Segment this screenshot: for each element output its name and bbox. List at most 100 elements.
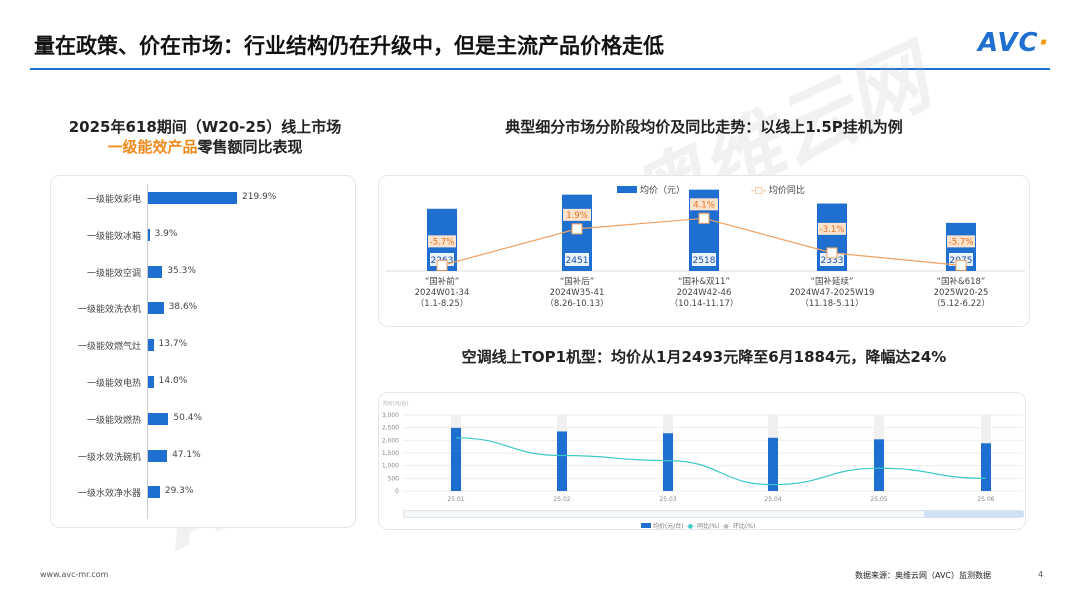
scrollbar-handle[interactable] xyxy=(924,511,1024,517)
yoy-label-bg xyxy=(947,235,975,248)
yoy-marker xyxy=(571,223,583,235)
price-label-bg xyxy=(820,253,844,266)
bar xyxy=(148,192,238,204)
bar-value-label: 29.3% xyxy=(164,486,194,497)
left-chart-title-line1: 2025年618期间（W20-25）线上市场 xyxy=(68,118,342,136)
page-title: 量在政策、价在市场：行业结构仍在升级中，但是主流产品价格走低 xyxy=(34,34,664,58)
category-label: （5.12-6.22） xyxy=(932,298,990,309)
y-tick-label: 1,000 xyxy=(382,463,399,470)
category-label: “国补前” xyxy=(425,276,459,287)
bar xyxy=(148,486,160,499)
price-bar xyxy=(981,443,991,491)
x-tick-label: 25.02 xyxy=(553,496,570,503)
price-bar xyxy=(451,427,461,491)
bar-category-label: 一级能效洗衣机 xyxy=(77,305,141,316)
x-tick-label: 25.06 xyxy=(977,496,994,503)
bar-category-label: 一级能效空调 xyxy=(86,268,141,279)
mid-chart-svg: 2263“国补前”2024W01-34（1.1-8.25）2451“国补后”20… xyxy=(385,189,1025,309)
category-label: “国补&双11” xyxy=(678,276,730,287)
yoy-marker xyxy=(436,259,448,271)
bar xyxy=(148,376,154,388)
yoy-label: -5.7% xyxy=(430,237,455,247)
title-rest: 零售额同比表现 xyxy=(197,138,303,156)
bar-value-label: 3.9% xyxy=(154,228,178,239)
y-tick-label: 500 xyxy=(388,475,400,482)
yoy-label: -3.1% xyxy=(820,225,845,235)
bar-category-label: 一级水效洗碗机 xyxy=(77,452,141,463)
price-label-bg xyxy=(692,253,716,266)
category-label: “国补&618” xyxy=(937,276,986,287)
yoy-label: 1.9% xyxy=(566,211,588,221)
price-label: 2333 xyxy=(821,256,844,266)
yoy-marker xyxy=(955,259,967,271)
price-label-bg xyxy=(430,253,454,266)
y-tick-label: 3,000 xyxy=(382,412,399,419)
price-bar xyxy=(874,439,884,491)
mid-chart-panel: 均价（元） -□- 均价同比 2263“国补前”2024W01-34（1.1-8… xyxy=(378,175,1030,327)
category-label: 2024W47-2025W19 xyxy=(790,288,875,298)
bar-category-label: 一级能效燃气灶 xyxy=(77,342,141,353)
price-label-bg xyxy=(565,253,589,266)
left-chart-title-line2: 一级能效产品零售额同比表现 xyxy=(40,136,370,157)
y-tick-label: 2,000 xyxy=(382,437,399,444)
bar xyxy=(148,339,154,352)
yoy-marker xyxy=(698,212,710,224)
bottom-chart-panel: 均价(元/台) 0 500 1,000 1,500 2,000 2,500 3,000 25.0… xyxy=(378,392,1026,530)
bar-category-label: 一级能效冰箱 xyxy=(86,231,141,242)
axis-line xyxy=(147,184,148,519)
title-divider xyxy=(30,68,1050,70)
bar xyxy=(148,302,164,315)
y-tick-label: 1,500 xyxy=(382,450,399,457)
bar-value-label: 13.7% xyxy=(158,339,188,350)
x-tick-label: 25.01 xyxy=(447,496,464,503)
y-axis-unit: 均价(元/台) xyxy=(383,400,409,407)
bar-value-label: 14.0% xyxy=(158,376,188,386)
highlight: 一级能效产品 xyxy=(107,138,198,156)
yoy-line xyxy=(455,437,987,486)
price-bar xyxy=(663,433,673,491)
bar-category-label: 一级能效电热 xyxy=(86,379,141,389)
bar xyxy=(148,265,163,278)
bar-category-label: 一级水效净水器 xyxy=(77,489,141,500)
bar-category-label: 一级能效彩电 xyxy=(86,195,141,205)
bottom-chart-title: 空调线上TOP1机型：均价从1月2493元降至6月1884元，降幅达24% xyxy=(461,348,947,366)
legend-label: 均价（元） xyxy=(640,186,686,196)
legend-avg-price: 均价（元） xyxy=(617,183,685,196)
legend-label: 均价同比 xyxy=(768,186,805,196)
footer-source: 数据来源：奥维云网（AVC）监测数据 xyxy=(855,571,992,580)
left-chart-panel: 一级能效彩电 219.9% 一级能效冰箱 3.9% 一级能效空调 35.3% 一级能效… xyxy=(50,175,356,528)
bar-category-label: 一级能效燃热 xyxy=(86,415,141,426)
bar xyxy=(148,412,169,425)
bar xyxy=(148,228,150,241)
yoy-label-bg xyxy=(818,222,846,235)
bar-value-label: 47.1% xyxy=(172,449,201,460)
price-label-bg xyxy=(949,253,973,266)
category-label: （1.1-8.25） xyxy=(416,298,469,309)
x-tick-label: 25.04 xyxy=(764,496,781,503)
category-label: 2024W01-34 xyxy=(415,288,470,298)
legend-label[interactable]: 同比(%) xyxy=(697,523,720,530)
bottom-legend: 均价(元/台) -●- 同比(%) -●- 环比(%) xyxy=(641,521,755,530)
category-label: （8.26-10.13） xyxy=(545,298,608,309)
price-bar xyxy=(557,431,567,491)
avc-logo: AVC· xyxy=(978,28,1050,58)
legend-label[interactable]: 均价(元/台) xyxy=(652,523,684,530)
yoy-label: -5.7% xyxy=(949,237,974,247)
zoom-scrollbar[interactable] xyxy=(403,510,1024,518)
yoy-label: 4.1% xyxy=(693,200,715,210)
category-label: “国补延续” xyxy=(811,276,854,287)
category-label: 2025W20-25 xyxy=(934,288,989,298)
price-bar xyxy=(768,437,778,491)
legend-yoy: -□- 均价同比 xyxy=(751,186,805,196)
category-label: 2024W35-41 xyxy=(550,288,605,298)
legend-label[interactable]: 环比(%) xyxy=(732,523,756,530)
bar xyxy=(148,449,168,462)
y-tick-label: 2,500 xyxy=(382,425,399,432)
category-label: （11.18-5.11） xyxy=(800,298,863,309)
x-tick-label: 25.03 xyxy=(659,496,676,503)
category-label: 2024W42-46 xyxy=(677,288,732,298)
yoy-label-bg xyxy=(690,198,718,211)
footer-site: www.avc-mr.com xyxy=(40,570,109,579)
price-label: 2451 xyxy=(566,256,589,266)
bar-value-label: 219.9% xyxy=(242,192,277,202)
